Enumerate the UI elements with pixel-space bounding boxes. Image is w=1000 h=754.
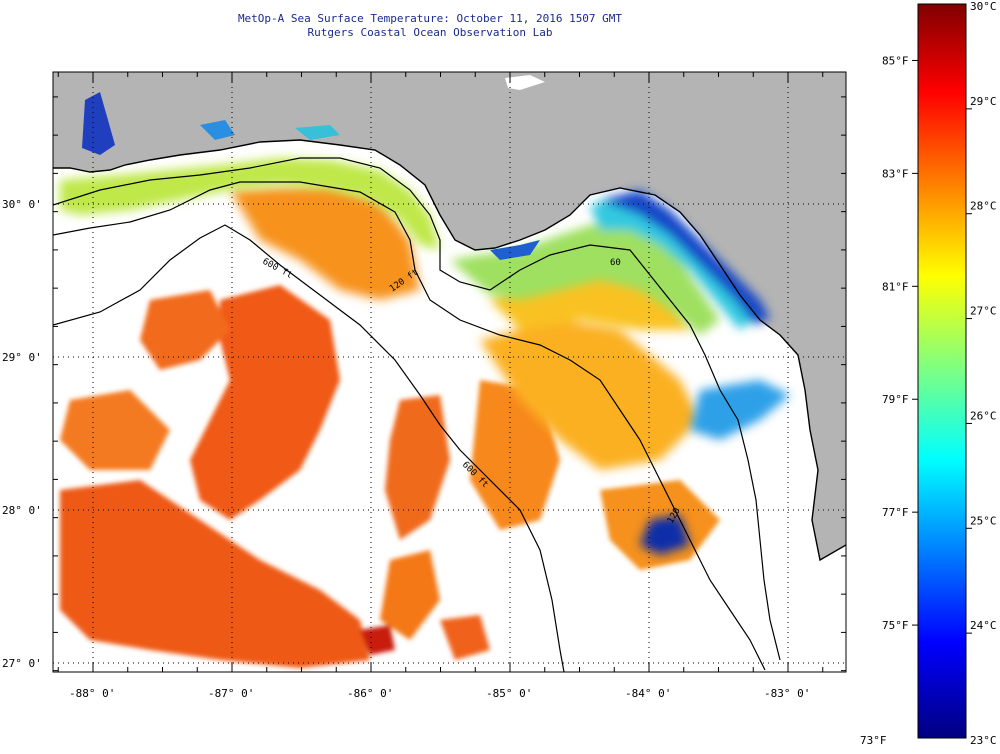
colorbar-ticks: 29°C 28°C 27°C 26°C 25°C 24°C 85°F 83°F 81°F 79°F… bbox=[882, 54, 997, 634]
lat-tick-label: 28° 0' bbox=[2, 504, 42, 517]
isobath-label-60: 60 bbox=[610, 258, 621, 268]
coastline bbox=[53, 139, 846, 562]
colorbar-min-fahrenheit: 73°F bbox=[860, 734, 887, 747]
lat-tick-label: 27° 0' bbox=[2, 657, 42, 670]
celsius-tick-label: 25°C bbox=[970, 514, 997, 527]
sst-map: 60 120 ft 600 ft 600 ft 120 -88° 0' -87° … bbox=[2, 71, 847, 700]
warm-water-patches bbox=[60, 285, 720, 668]
map-title: MetOp-A Sea Surface Temperature: October… bbox=[237, 12, 623, 25]
colorbar-min-celsius: 23°C bbox=[970, 734, 997, 747]
fahrenheit-tick-label: 81°F bbox=[882, 280, 909, 293]
land-mass bbox=[53, 72, 846, 560]
fahrenheit-tick-label: 75°F bbox=[882, 619, 909, 632]
fahrenheit-tick-label: 79°F bbox=[882, 393, 909, 406]
celsius-tick-label: 27°C bbox=[970, 305, 997, 318]
lat-tick-label: 29° 0' bbox=[2, 351, 42, 364]
map-axes: -88° 0' -87° 0' -86° 0' -85° 0' -84° 0' -83° … bbox=[2, 72, 846, 700]
celsius-tick-label: 28°C bbox=[970, 200, 997, 213]
lon-tick-label: -85° 0' bbox=[486, 687, 532, 700]
isobath-600ft bbox=[53, 224, 565, 672]
isobath-120ft bbox=[53, 181, 766, 671]
isobath-60ft bbox=[53, 157, 781, 661]
lon-tick-label: -87° 0' bbox=[208, 687, 254, 700]
bay-waters bbox=[82, 75, 545, 260]
celsius-tick-label: 26°C bbox=[970, 409, 997, 422]
colorbar-gradient bbox=[917, 3, 967, 739]
fahrenheit-tick-label: 85°F bbox=[882, 54, 909, 67]
lon-tick-label: -88° 0' bbox=[69, 687, 115, 700]
fahrenheit-tick-label: 83°F bbox=[882, 167, 909, 180]
colorbar-max-celsius: 30°C bbox=[970, 0, 997, 13]
lon-tick-label: -86° 0' bbox=[347, 687, 393, 700]
fahrenheit-tick-label: 77°F bbox=[882, 506, 909, 519]
map-frame bbox=[52, 71, 847, 673]
lon-tick-label: -84° 0' bbox=[625, 687, 671, 700]
lon-tick-label: -83° 0' bbox=[764, 687, 810, 700]
coastal-cool-water bbox=[60, 158, 790, 555]
temperature-colorbar: 30°C 23°C 73°F 29°C 28°C 27°C 26°C 25°C 24°C 8… bbox=[860, 0, 997, 747]
map-plot-area: 60 120 ft 600 ft 600 ft 120 bbox=[53, 72, 846, 672]
map-subtitle: Rutgers Coastal Ocean Observation Lab bbox=[307, 26, 553, 39]
lat-tick-label: 30° 0' bbox=[2, 198, 42, 211]
lat-lon-grid bbox=[53, 72, 846, 672]
celsius-tick-label: 29°C bbox=[970, 95, 997, 108]
celsius-tick-label: 24°C bbox=[970, 619, 997, 632]
